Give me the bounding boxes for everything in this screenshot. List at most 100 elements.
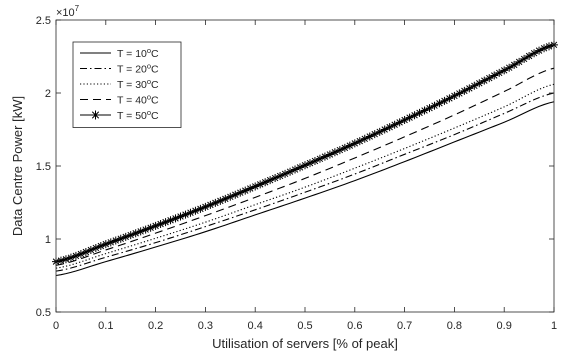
y-tick-label: 2 [45, 88, 51, 100]
series-marker [480, 76, 489, 85]
series-marker [126, 231, 135, 240]
series-layer [52, 40, 558, 277]
series-marker [490, 71, 499, 80]
series-marker [505, 63, 514, 72]
series-marker [330, 148, 339, 157]
series-marker [340, 143, 349, 152]
series-marker [116, 234, 125, 243]
series-marker [390, 120, 399, 129]
series-marker [385, 123, 394, 132]
x-axis: 0 0.1 0.2 0.3 0.4 0.5 0.6 0.7 0.8 0.9 1 [53, 20, 557, 332]
series-marker [525, 51, 534, 60]
series-marker [305, 159, 314, 168]
series-marker [355, 137, 364, 146]
series-marker [410, 111, 419, 120]
series-marker [171, 214, 180, 223]
series-marker [415, 108, 424, 117]
series-marker [96, 241, 105, 250]
series-marker [121, 232, 130, 241]
series-marker [186, 208, 195, 217]
series-marker [236, 188, 245, 197]
series-marker [420, 106, 429, 115]
series-marker [56, 256, 65, 265]
series-line-2 [55, 92, 555, 272]
x-tick-label: 0.1 [98, 320, 113, 332]
series-marker [335, 146, 344, 155]
series-marker [370, 130, 379, 139]
series-marker [310, 156, 319, 165]
legend-label: T = 50oC [117, 108, 159, 122]
y-multiplier-base: ×10 [56, 7, 75, 19]
series-marker [276, 171, 285, 180]
x-tick-label: 0.4 [248, 320, 263, 332]
series-marker [156, 219, 165, 228]
x-tick-label: 0.3 [198, 320, 213, 332]
series-marker [520, 54, 529, 63]
x-tick-label: 0.6 [347, 320, 362, 332]
y-tick-label: 1.5 [36, 161, 51, 173]
series-marker [485, 74, 494, 83]
series-marker [286, 167, 295, 176]
series-marker [296, 163, 305, 172]
series-marker [91, 243, 100, 252]
series-marker [395, 118, 404, 127]
series-marker [246, 184, 255, 193]
series-marker [510, 60, 519, 69]
series-marker [76, 250, 85, 259]
x-tick-label: 0.7 [397, 320, 412, 332]
series-marker [325, 150, 334, 159]
series-marker [365, 132, 374, 141]
series-marker [315, 154, 324, 163]
series-marker [500, 66, 509, 75]
series-marker [530, 49, 539, 58]
series-marker [66, 253, 75, 262]
series-marker [450, 91, 459, 100]
series-marker [241, 186, 250, 195]
series-marker [86, 245, 95, 254]
series-marker [221, 194, 230, 203]
x-tick-label: 0.5 [297, 320, 312, 332]
series-marker [206, 200, 215, 209]
series-marker [61, 255, 70, 264]
series-marker [176, 212, 185, 221]
series-marker [350, 139, 359, 148]
x-tick-label: 0.9 [497, 320, 512, 332]
series-marker [231, 190, 240, 199]
series-marker [430, 101, 439, 110]
series-marker [166, 216, 175, 225]
y-axis-label: Data Centre Power [kW] [10, 96, 25, 236]
series-marker [470, 81, 479, 90]
y-multiplier-exp: 7 [75, 4, 80, 13]
series-marker [226, 192, 235, 201]
series-marker [261, 178, 270, 187]
series-marker [405, 113, 414, 122]
series-marker [101, 240, 110, 249]
series-marker [266, 176, 275, 185]
x-tick-label: 1 [551, 320, 557, 332]
legend-label: T = 10oC [117, 46, 159, 60]
series-marker [191, 206, 200, 215]
y-tick-label: 0.5 [36, 307, 51, 319]
series-marker [271, 174, 280, 183]
series-marker [445, 94, 454, 103]
series-marker [320, 152, 329, 161]
series-marker [196, 204, 205, 213]
series-marker [360, 134, 369, 143]
series-marker [535, 46, 544, 55]
series-marker [301, 161, 309, 170]
series-marker [181, 210, 190, 219]
series-marker [345, 141, 354, 150]
series-marker [131, 229, 140, 238]
series-marker [425, 104, 434, 113]
series-marker [400, 116, 409, 125]
series-marker [136, 227, 145, 236]
series-marker [106, 238, 115, 247]
series-marker [455, 89, 464, 98]
y-tick-label: 1 [45, 234, 51, 246]
series-marker [460, 86, 469, 95]
series-line-4 [55, 67, 555, 266]
series-marker [465, 84, 474, 93]
series-marker [540, 44, 549, 53]
series-marker [141, 225, 150, 234]
